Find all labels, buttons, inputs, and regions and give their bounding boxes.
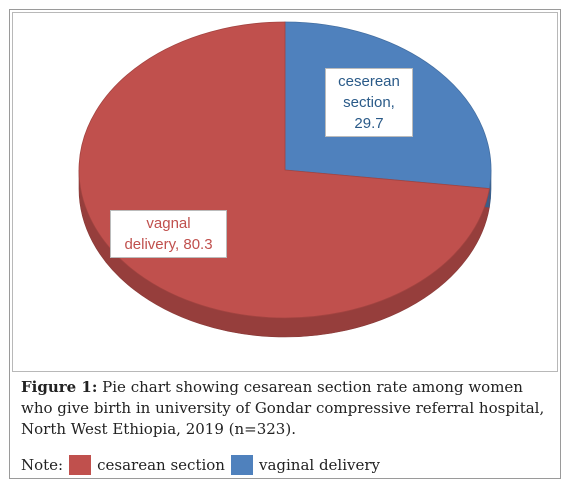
legend-item-vaginal: vaginal delivery bbox=[258, 456, 381, 474]
data-label-ceserean-line2: section, 29.7 bbox=[343, 94, 395, 132]
legend-note-prefix: Note: bbox=[21, 456, 64, 474]
figure-caption: Figure 1: Pie chart showing cesarean sec… bbox=[21, 377, 555, 440]
legend-swatch-vaginal bbox=[230, 455, 253, 475]
legend-swatch-cesarean bbox=[69, 455, 92, 475]
pie-chart-area: ceserean section, 29.7 vagnal delivery, … bbox=[12, 12, 558, 372]
legend-note: Note: cesarean section vaginal delivery bbox=[21, 454, 380, 476]
data-label-vagnal: vagnal delivery, 80.3 bbox=[110, 210, 227, 258]
figure-caption-label: Figure 1: bbox=[21, 378, 98, 396]
legend-item-cesarean: cesarean section bbox=[97, 456, 225, 474]
pie-chart bbox=[78, 21, 492, 338]
data-label-vagnal-line2: delivery, 80.3 bbox=[124, 236, 213, 253]
data-label-ceserean: ceserean section, 29.7 bbox=[325, 68, 413, 137]
figure-frame bbox=[9, 9, 561, 479]
data-label-ceserean-line1: ceserean bbox=[338, 73, 400, 90]
data-label-vagnal-line1: vagnal bbox=[146, 215, 191, 232]
figure-caption-text: Pie chart showing cesarean section rate … bbox=[21, 378, 545, 438]
